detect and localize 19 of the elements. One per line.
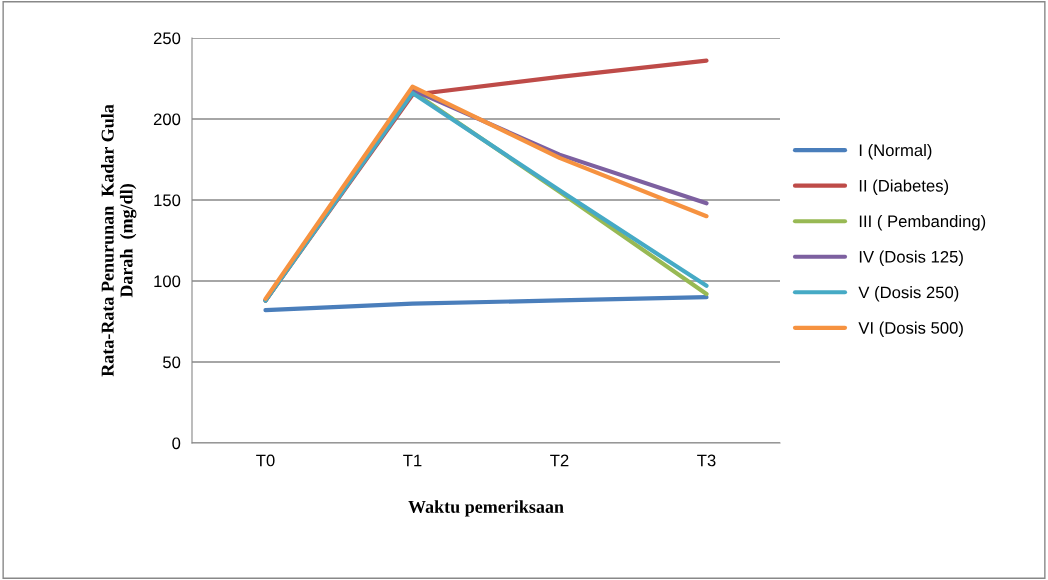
y-axis-title: Rata-Rata Penurunan Kadar Gula Darah (mg/dl) bbox=[101, 104, 137, 377]
legend-label: IV (Dosis 125) bbox=[859, 250, 963, 267]
legend-label: V (Dosis 250) bbox=[858, 286, 959, 302]
legend-label: I (Normal) bbox=[859, 143, 932, 160]
y-tick-label: 100 bbox=[154, 275, 181, 288]
legend-label: II (Diabetes) bbox=[859, 179, 949, 195]
y-tick-label: 250 bbox=[153, 32, 181, 45]
line-series bbox=[263, 295, 709, 313]
x-tick-label: T1 bbox=[403, 454, 422, 467]
y-tick-label: 150 bbox=[154, 194, 181, 207]
x-axis-title: Waktu pemeriksaan bbox=[408, 500, 564, 517]
y-tick-label: 50 bbox=[163, 356, 181, 369]
y-tick-label: 0 bbox=[172, 437, 181, 450]
y-tick-label: 200 bbox=[153, 113, 181, 126]
x-tick-label: T2 bbox=[550, 454, 569, 467]
legend-label: III ( Pembanding) bbox=[859, 214, 986, 231]
x-tick-label: T0 bbox=[256, 454, 275, 467]
x-tick-label: T3 bbox=[697, 454, 716, 467]
legend-label: VI (Dosis 500) bbox=[858, 321, 963, 338]
